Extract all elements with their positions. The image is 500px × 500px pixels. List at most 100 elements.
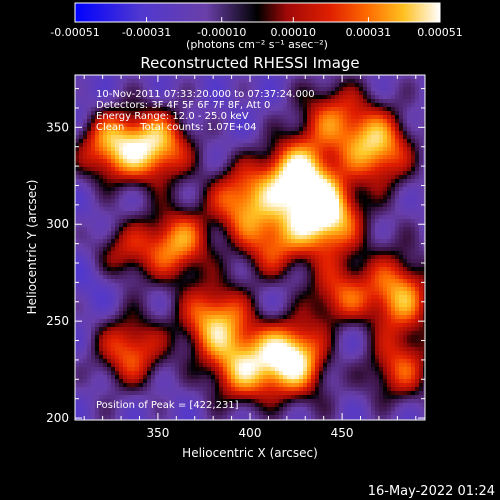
heatmap-cell [175, 219, 180, 224]
heatmap-cell [387, 139, 392, 144]
heatmap-cell [227, 199, 232, 204]
heatmap-cell [215, 235, 220, 240]
heatmap-cell [115, 143, 120, 148]
heatmap-cell [199, 259, 204, 264]
heatmap-cell [239, 239, 244, 244]
heatmap-cell [135, 283, 140, 288]
heatmap-cell [127, 247, 132, 252]
heatmap-cell [267, 83, 272, 88]
heatmap-cell [359, 79, 364, 84]
heatmap-cell [111, 279, 116, 284]
heatmap-cell [171, 247, 176, 252]
heatmap-cell [259, 219, 264, 224]
heatmap-cell [175, 143, 180, 148]
heatmap-cell [315, 107, 320, 112]
heatmap-cell [83, 287, 88, 292]
heatmap-cell [75, 215, 80, 220]
heatmap-cell [123, 103, 128, 108]
heatmap-cell [339, 203, 344, 208]
heatmap-cell [291, 187, 296, 192]
heatmap-cell [255, 195, 260, 200]
heatmap-cell [99, 299, 104, 304]
heatmap-cell [403, 119, 408, 124]
heatmap-cell [107, 183, 112, 188]
heatmap-cell [75, 207, 80, 212]
heatmap-cell [163, 127, 168, 132]
heatmap-cell [367, 195, 372, 200]
heatmap-cell [127, 255, 132, 260]
heatmap-cell [371, 155, 376, 160]
heatmap-cell [267, 271, 272, 276]
heatmap-cell [207, 259, 212, 264]
heatmap-cell [331, 255, 336, 260]
heatmap-cell [419, 231, 424, 236]
heatmap-cell [187, 251, 192, 256]
heatmap-cell [95, 191, 100, 196]
heatmap-cell [363, 203, 368, 208]
heatmap-cell [95, 187, 100, 192]
heatmap-cell [339, 279, 344, 284]
heatmap-cell [163, 103, 168, 108]
heatmap-cell [387, 295, 392, 300]
heatmap-cell [255, 123, 260, 128]
heatmap-cell [391, 235, 396, 240]
heatmap-cell [319, 187, 324, 192]
heatmap-cell [191, 147, 196, 152]
heatmap-cell [375, 219, 380, 224]
heatmap-cell [343, 251, 348, 256]
heatmap-cell [367, 199, 372, 204]
heatmap-cell [135, 179, 140, 184]
heatmap-cell [219, 123, 224, 128]
heatmap-cell [319, 167, 324, 172]
heatmap-cell [355, 179, 360, 184]
heatmap-cell [211, 239, 216, 244]
heatmap-cell [179, 283, 184, 288]
heatmap-cell [311, 231, 316, 236]
heatmap-cell [107, 195, 112, 200]
heatmap-cell [231, 203, 236, 208]
heatmap-cell [303, 79, 308, 84]
heatmap-cell [155, 103, 160, 108]
heatmap-cell [311, 203, 316, 208]
heatmap-cell [263, 175, 268, 180]
heatmap-cell [351, 167, 356, 172]
heatmap-cell [243, 127, 248, 132]
heatmap-cell [267, 191, 272, 196]
heatmap-cell [227, 251, 232, 256]
heatmap-cell [103, 283, 108, 288]
heatmap-cell [331, 267, 336, 272]
heatmap-cell [243, 223, 248, 228]
heatmap-cell [423, 267, 425, 272]
heatmap-cell [291, 167, 296, 172]
heatmap-cell [95, 247, 100, 252]
heatmap-cell [335, 111, 340, 116]
heatmap-cell [119, 243, 124, 248]
heatmap-cell [239, 155, 244, 160]
heatmap-cell [383, 259, 388, 264]
heatmap-cell [123, 95, 128, 100]
heatmap-cell [131, 207, 136, 212]
heatmap-cell [139, 119, 144, 124]
heatmap-cell [383, 187, 388, 192]
heatmap-cell [231, 115, 236, 120]
heatmap-cell [159, 203, 164, 208]
heatmap-cell [199, 135, 204, 140]
heatmap-cell [343, 223, 348, 228]
heatmap-cell [75, 279, 80, 284]
heatmap-cell [167, 247, 172, 252]
heatmap-cell [287, 243, 292, 248]
heatmap-cell [179, 135, 184, 140]
heatmap-cell [391, 175, 396, 180]
heatmap-cell [331, 247, 336, 252]
heatmap-cell [123, 187, 128, 192]
heatmap-cell [127, 199, 132, 204]
heatmap-cell [271, 223, 276, 228]
heatmap-cell [231, 267, 236, 272]
heatmap-cell [395, 219, 400, 224]
heatmap-cell [391, 267, 396, 272]
heatmap-cell [179, 95, 184, 100]
heatmap-cell [383, 267, 388, 272]
heatmap-cell [175, 235, 180, 240]
heatmap-cell [263, 95, 268, 100]
heatmap-cell [247, 227, 252, 232]
